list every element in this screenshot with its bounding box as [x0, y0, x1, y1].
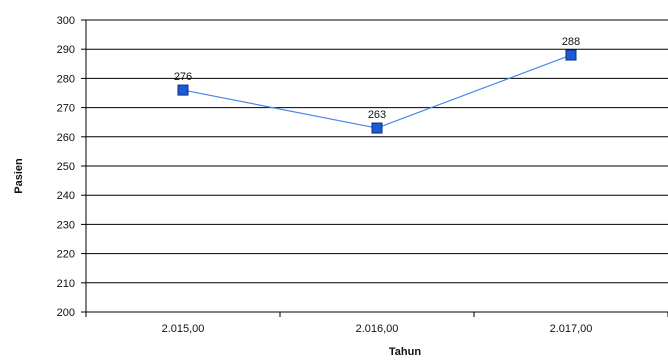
data-label: 276 — [174, 71, 192, 83]
series — [177, 49, 577, 134]
x-axis-title: Tahun — [389, 346, 421, 358]
y-tick-label: 290 — [57, 44, 75, 56]
data-labels: 276 263 288 — [174, 36, 580, 121]
y-tick-label: 300 — [57, 15, 75, 27]
x-tick-label: 2.015,00 — [162, 323, 205, 335]
y-axis-title: Pasien — [13, 158, 25, 194]
y-tick-label: 230 — [57, 219, 75, 231]
x-tick-label: 2.016,00 — [356, 323, 399, 335]
data-point-marker — [371, 122, 383, 134]
x-tick-labels: 2.015,00 2.016,00 2.017,00 — [85, 312, 668, 335]
y-tick-label: 260 — [57, 132, 75, 144]
y-tick-labels: 200 210 220 230 240 250 260 270 280 290 300 — [57, 15, 86, 319]
data-point-marker — [177, 84, 189, 96]
data-label: 263 — [368, 109, 386, 121]
y-tick-label: 210 — [57, 278, 75, 290]
x-tick-label: 2.017,00 — [550, 323, 593, 335]
y-tick-label: 200 — [57, 307, 75, 319]
y-tick-label: 280 — [57, 73, 75, 85]
y-tick-label: 270 — [57, 103, 75, 115]
gridlines — [86, 19, 668, 284]
y-tick-label: 220 — [57, 249, 75, 261]
y-tick-label: 250 — [57, 161, 75, 173]
data-label: 288 — [562, 36, 580, 48]
data-point-marker — [565, 49, 577, 61]
y-tick-label: 240 — [57, 190, 75, 202]
